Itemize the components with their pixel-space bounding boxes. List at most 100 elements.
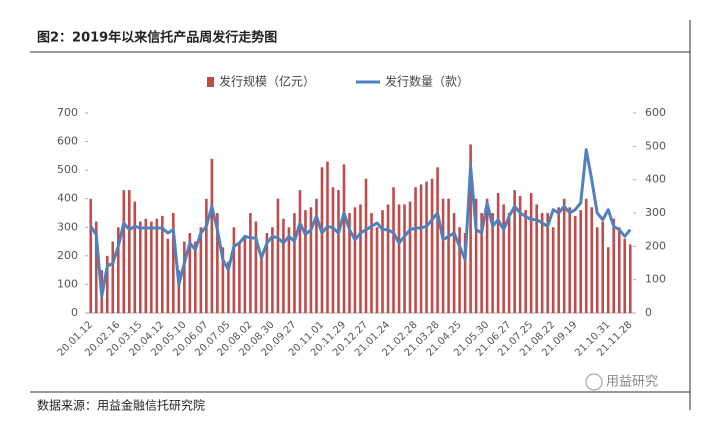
bar — [573, 215, 577, 313]
bar — [485, 198, 489, 313]
bar — [612, 218, 616, 313]
bar — [166, 238, 170, 313]
y-tick-label: 500 — [57, 163, 78, 176]
bar — [326, 161, 329, 313]
bar — [617, 227, 621, 313]
bar — [243, 235, 247, 313]
bar — [155, 218, 159, 313]
bar — [535, 204, 538, 313]
bar — [227, 261, 230, 313]
bar — [502, 204, 505, 313]
bar — [138, 221, 142, 313]
bar — [161, 215, 164, 313]
bar — [315, 198, 318, 313]
bar — [447, 198, 450, 313]
bar — [584, 198, 588, 313]
bar — [397, 204, 401, 313]
bar — [557, 207, 560, 313]
y2-tick-label: 500 — [645, 139, 666, 152]
bar — [353, 207, 357, 313]
legend-swatch — [207, 77, 214, 87]
bar — [342, 164, 346, 313]
bar — [293, 213, 296, 313]
bar — [392, 187, 395, 313]
bar — [260, 255, 263, 313]
bar — [238, 241, 241, 313]
bar — [469, 144, 472, 313]
bar — [540, 213, 544, 313]
y-tick-label: 400 — [57, 192, 78, 205]
y-tick-label: 100 — [57, 277, 78, 290]
bar — [199, 227, 203, 313]
bar — [364, 178, 368, 313]
bar — [183, 241, 186, 313]
bar — [546, 213, 549, 313]
bar — [408, 201, 412, 313]
bar — [122, 190, 126, 313]
watermark-icon — [585, 373, 603, 391]
bar — [309, 207, 313, 313]
bar — [595, 227, 599, 313]
y2-tick-label: 200 — [645, 239, 666, 252]
bar — [606, 247, 610, 313]
y-tick-label: 700 — [57, 106, 78, 119]
bar — [590, 207, 594, 313]
bar — [348, 213, 351, 313]
bar — [524, 210, 527, 313]
bar — [474, 198, 478, 313]
bar — [249, 213, 252, 313]
bar — [133, 201, 137, 313]
bar — [425, 181, 428, 313]
bar — [491, 213, 494, 313]
bar — [111, 241, 115, 313]
bar — [177, 270, 181, 313]
line — [89, 148, 632, 298]
bar — [529, 193, 533, 313]
bar — [551, 227, 555, 313]
bar — [194, 241, 197, 313]
bar — [150, 221, 153, 313]
bar — [441, 198, 445, 313]
bar — [359, 204, 362, 313]
bar — [116, 227, 120, 313]
bar — [94, 221, 98, 313]
bar — [282, 218, 285, 313]
bar — [601, 221, 605, 313]
bar — [105, 255, 109, 313]
bar — [579, 210, 583, 313]
y2-tick-label: 300 — [645, 206, 666, 219]
y-tick-label: 200 — [57, 249, 78, 262]
chart-title: 图2：2019年以来信托产品周发行走势图 — [37, 30, 277, 46]
legend-label: 发行数量（款） — [385, 74, 469, 89]
bar — [370, 213, 373, 313]
bar — [320, 167, 324, 313]
watermark: 用益研究 — [606, 375, 658, 390]
bar — [188, 233, 192, 313]
y-tick-label: 300 — [57, 220, 78, 233]
bar — [628, 244, 632, 313]
bar — [210, 158, 214, 313]
bar — [337, 190, 340, 313]
bar — [518, 195, 522, 313]
bar — [298, 190, 302, 313]
y-tick-label: 600 — [57, 135, 78, 148]
y-tick-label: 0 — [71, 306, 78, 319]
y2-tick-label: 100 — [645, 273, 666, 286]
bar — [623, 238, 627, 313]
bar — [232, 227, 236, 313]
y2-tick-label: 600 — [645, 106, 666, 119]
bar — [172, 213, 175, 313]
bar — [419, 184, 423, 313]
bar — [430, 178, 434, 313]
bar — [436, 167, 439, 313]
bar — [276, 198, 280, 313]
source: 数据来源：用益金融信托研究院 — [37, 398, 205, 413]
bar — [414, 187, 417, 313]
bar — [216, 213, 219, 313]
y2-tick-label: 400 — [645, 173, 666, 186]
bar — [287, 227, 291, 313]
bar — [386, 204, 390, 313]
bar — [144, 218, 148, 313]
bar — [403, 204, 406, 313]
